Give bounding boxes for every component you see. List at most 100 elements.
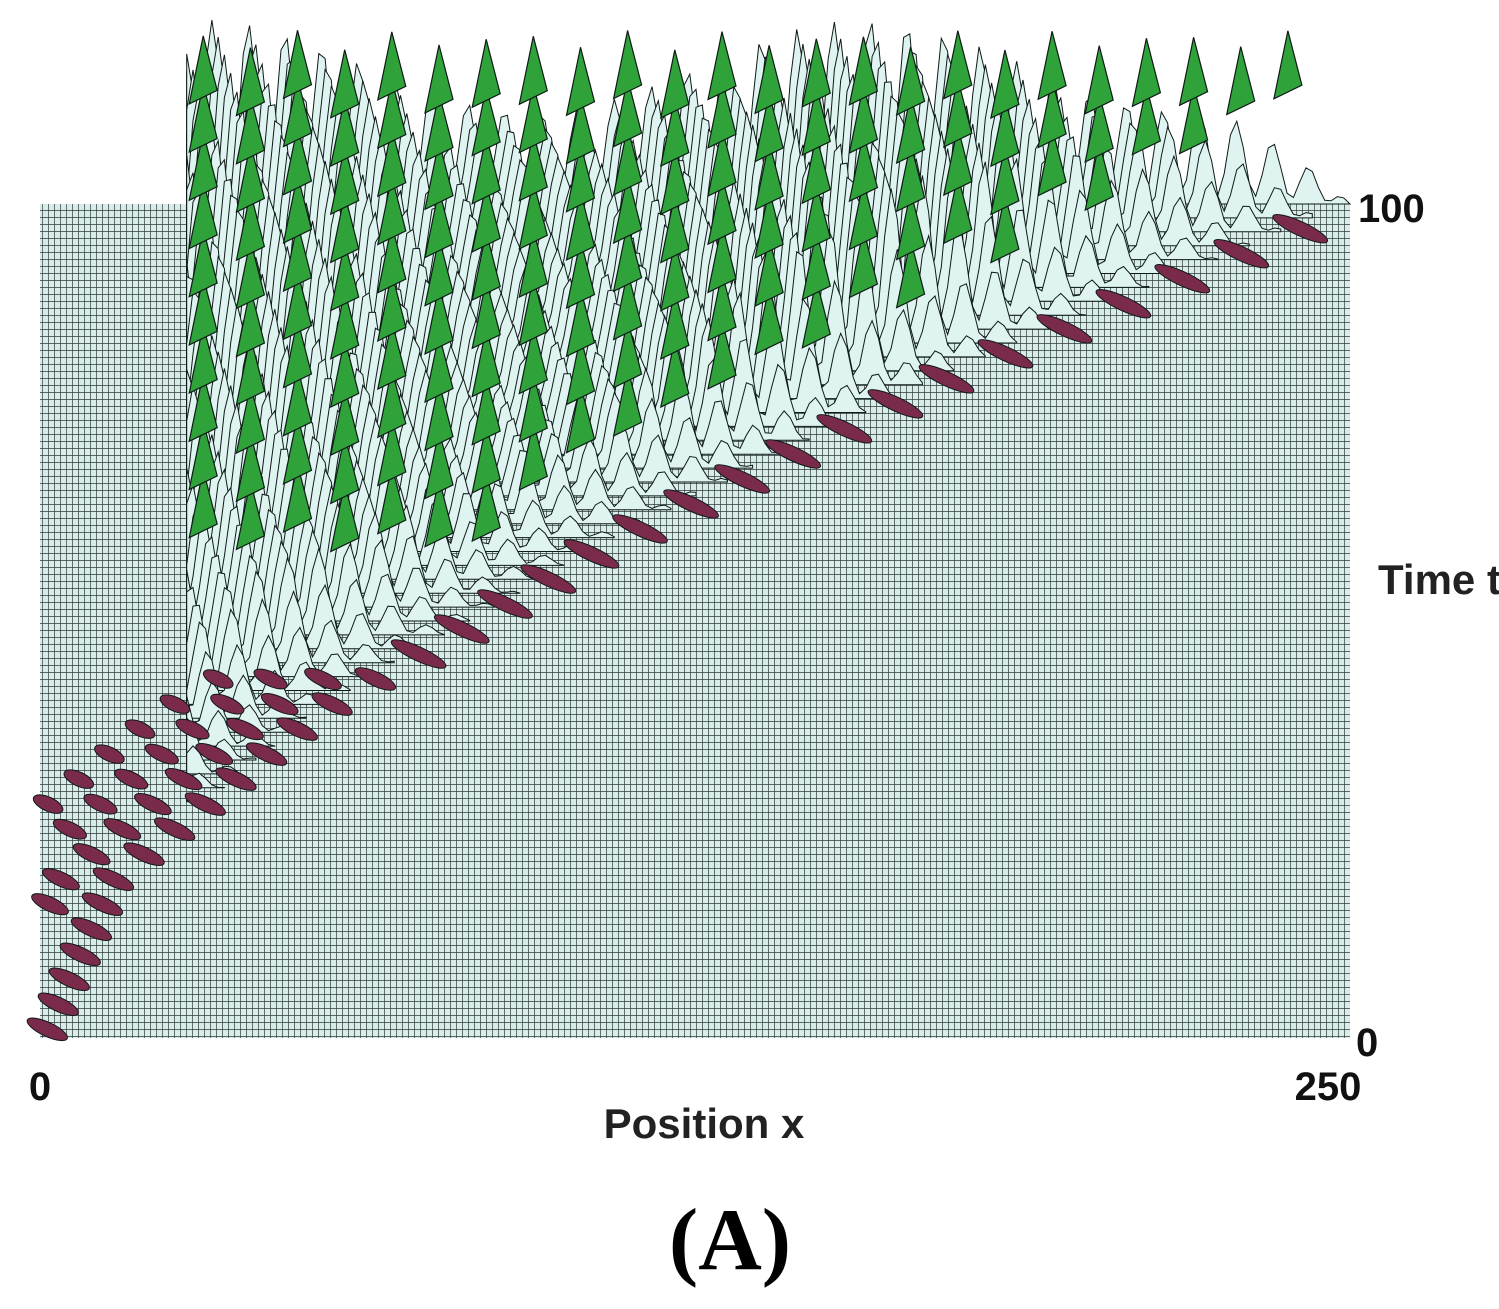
crest-mark [801,86,832,157]
crest-mark [329,146,360,216]
trough-mark [81,892,124,916]
crest-mark [282,78,313,148]
crest-mark [424,141,454,211]
trough-mark [977,339,1034,369]
wave-crests [188,30,1303,553]
crest-mark [1084,141,1114,212]
crest-mark [754,189,784,259]
crest-mark [329,338,360,409]
crest-mark [895,239,926,309]
trough-mark [354,667,397,691]
crest-mark [612,319,643,389]
crest-mark [188,324,218,395]
crest-mark [471,328,501,398]
crest-mark [801,279,832,349]
crest-mark [612,30,643,100]
trough-mark [311,692,353,716]
crest-mark [282,174,313,244]
crest-mark [1178,37,1209,107]
crest-mark [612,271,643,341]
crest-mark [1131,86,1162,156]
crest-mark [565,143,596,213]
crest-mark [282,319,313,389]
trough-mark [114,768,149,790]
crest-mark [848,181,879,251]
trough-mark [70,917,113,941]
crest-mark [329,483,360,553]
crest-mark [235,95,266,165]
trough-mark [304,667,342,691]
crest-mark [612,174,643,245]
crest-mark [659,290,690,360]
x-tick-start: 0 [29,1065,51,1109]
crest-mark [707,320,737,390]
trough-mark [390,639,447,669]
trough-mark [72,843,111,866]
crest-mark [518,36,549,106]
trough-mark [1036,314,1093,344]
waterfall-chart: 0 250 100 0 Position x Time t [26,20,1499,1147]
trough-mark [123,842,165,866]
crest-mark [329,290,360,360]
crest-mark [376,128,407,198]
crest-mark [282,463,313,534]
crest-mark [942,175,973,245]
crest-mark [235,384,266,455]
crest-mark [707,31,737,101]
crest-mark [471,87,501,157]
crest-mark [424,382,454,452]
crest-mark [1084,45,1114,115]
crest-mark [990,49,1020,120]
crest-mark [235,47,266,117]
crest-mark [659,338,690,409]
trough-mark [52,818,87,840]
trough-mark [184,792,226,816]
trough-mark [202,669,234,689]
trough-mark [144,743,179,765]
trough-mark [1213,239,1270,269]
crest-mark [707,176,737,246]
crest-mark [801,183,832,253]
trough-mark [94,744,125,764]
trough-mark [563,539,620,569]
crest-mark [329,435,360,505]
trough-mark [175,718,210,740]
crest-mark [424,430,454,500]
trough-mark [195,743,234,766]
crest-mark [942,30,973,100]
crest-mark [754,93,784,163]
crest-mark [471,135,501,205]
crest-mark [801,231,832,301]
crest-mark [376,320,407,391]
crest-mark [518,373,549,443]
y-tick-top: 100 [1358,187,1425,231]
crest-mark [895,143,926,213]
trough-mark [260,693,299,716]
crest-mark [659,242,690,312]
trough-mark [92,867,135,891]
crest-mark [707,79,737,149]
trough-mark [210,693,245,715]
crest-mark [471,183,501,253]
crest-mark [235,481,266,551]
crest-mark [848,229,879,299]
crest-mark [565,239,596,310]
trough-mark [42,868,80,891]
panel-label: (A) [668,1192,792,1289]
crest-mark [376,31,407,101]
crest-mark [376,272,407,342]
crest-mark [188,83,218,154]
trough-mark [1272,214,1329,244]
trough-mark [164,768,203,791]
crest-mark [188,228,218,298]
crest-mark [1084,93,1114,163]
crest-mark [424,189,454,259]
crest-mark [188,469,218,539]
crest-mark [612,78,643,148]
trough-mark [48,967,90,992]
crest-mark [235,143,266,214]
crest-mark [942,78,973,148]
crest-mark [659,49,690,119]
trough-mark [245,742,288,766]
crest-mark [424,237,454,307]
